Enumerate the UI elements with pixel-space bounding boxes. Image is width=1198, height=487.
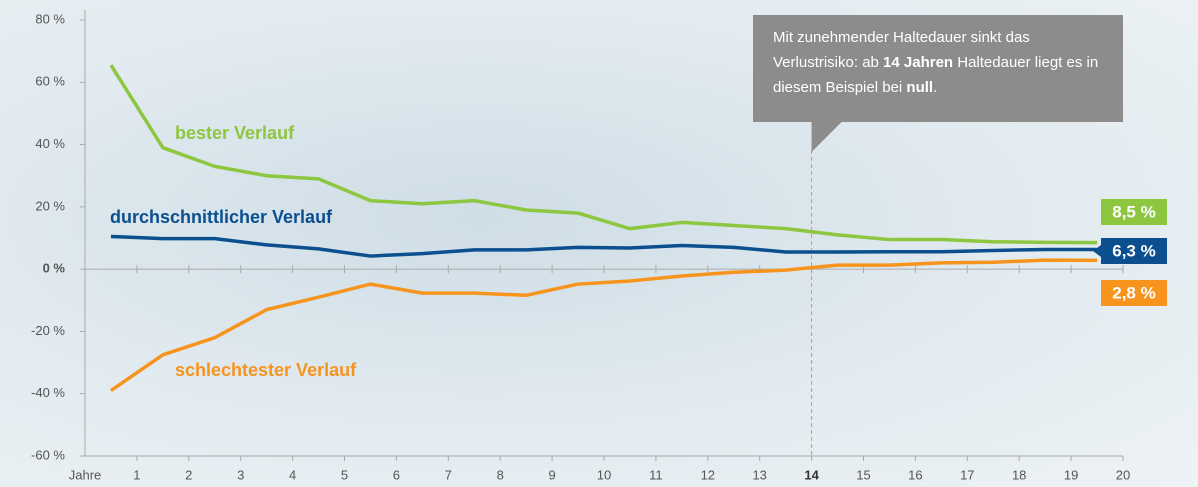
x-tick-label: 12 [701,467,715,482]
x-tick-label: 10 [597,467,611,482]
annotation-pointer [811,120,844,152]
end-label: 8,5 % [1112,202,1155,221]
y-tick-label: -60 % [31,447,65,462]
annotation: Mit zunehmender Haltedauer sinkt das Ver… [753,15,1123,122]
annotation-text: 14 Jahren [883,54,954,71]
x-tick-label: 13 [752,467,766,482]
end-label-box [1101,199,1167,225]
y-tick-label: -40 % [31,385,65,400]
x-tick-label: 17 [960,467,974,482]
series-line [109,64,1098,245]
y-tick-label: -20 % [31,323,65,338]
x-tick-label: 6 [393,467,400,482]
x-tick-label: 7 [445,467,452,482]
x-tick-label: 3 [237,467,244,482]
x-tick-label: 14 [804,467,819,482]
x-tick-label: 18 [1012,467,1026,482]
y-tick-label: 80 % [35,11,65,26]
annotation-text: . [933,79,938,96]
x-axis-label: Jahre [69,467,102,482]
series-label: durchschnittlicher Verlauf [110,207,333,227]
end-label: 6,3 % [1112,241,1155,260]
end-label: 2,8 % [1112,283,1155,302]
series-line [110,234,1098,258]
annotation-text: Mit zunehmender Haltedauer sinkt das Ver… [773,29,1030,71]
x-tick-label: 11 [649,467,663,482]
y-tick-label: 40 % [35,136,65,151]
x-tick-label: 9 [548,467,555,482]
series-label: bester Verlauf [175,123,295,143]
annotation-text: Haltedauer liegt es in diesem Beispiel b… [773,54,1099,96]
x-tick-label: 16 [908,467,922,482]
y-tick-label: 20 % [35,198,65,213]
x-tick-label: 5 [341,467,348,482]
x-tick-label: 19 [1064,467,1078,482]
series-label: schlechtester Verlauf [175,360,357,380]
x-tick-label: 20 [1116,467,1130,482]
y-tick-label: 60 % [35,74,65,89]
y-tick-label: 0 % [43,261,66,276]
series-line [109,258,1098,393]
x-tick-label: 1 [133,467,140,482]
end-label-box [1101,280,1167,306]
x-tick-label: 2 [185,467,192,482]
end-label-arrow [1093,245,1101,257]
end-label-box [1101,238,1167,264]
annotation-text: null [906,79,934,96]
x-tick-label: 4 [289,467,296,482]
x-tick-label: 8 [497,467,504,482]
x-tick-label: 15 [856,467,870,482]
